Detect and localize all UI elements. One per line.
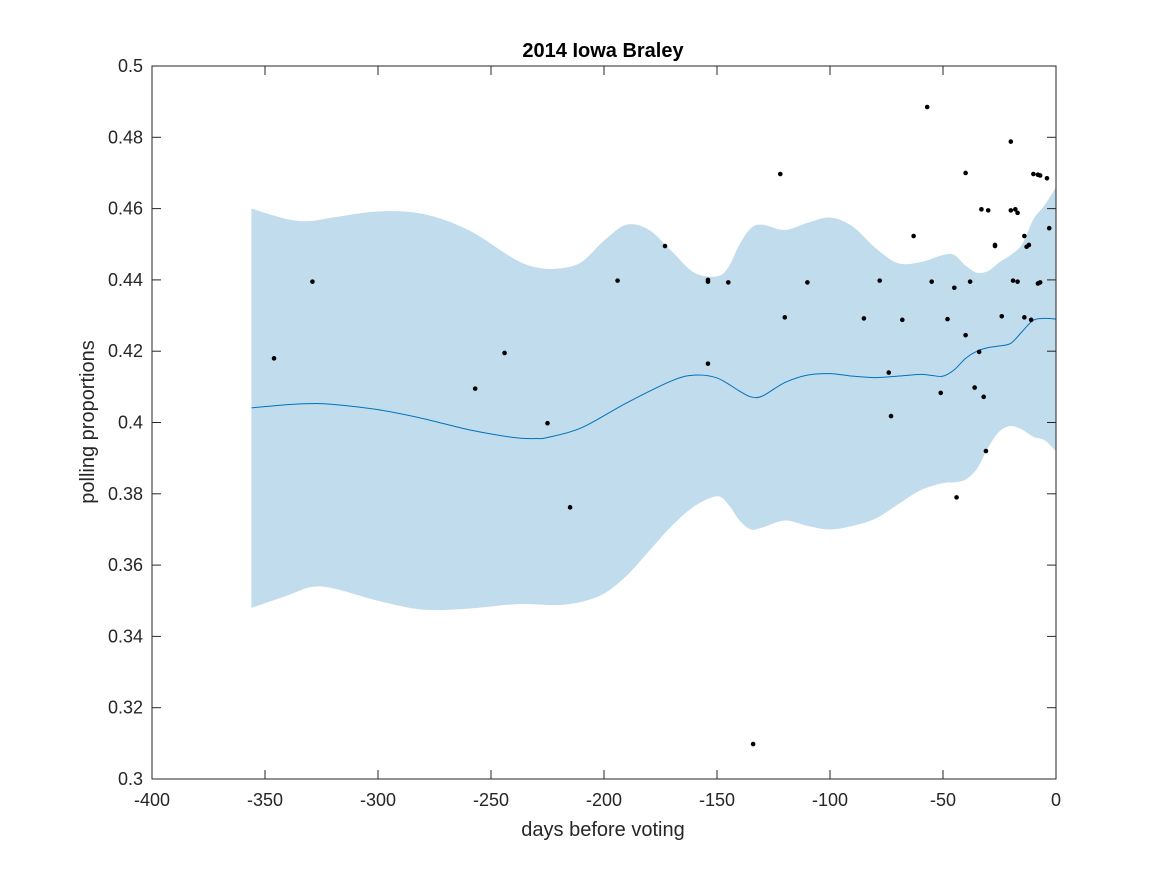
x-axis-label: days before voting [521, 819, 684, 841]
x-axis: -400 -350 -300 -250 -200 -150 -100 -50 0 [134, 66, 1061, 810]
poll-point [805, 280, 810, 285]
x-tick-label: -200 [586, 790, 622, 810]
poll-point [1031, 171, 1036, 177]
y-axis-label: polling proportions [77, 340, 99, 503]
poll-point [983, 448, 989, 454]
poll-point [782, 315, 788, 320]
poll-point [726, 280, 731, 285]
poll-point [1037, 280, 1043, 285]
poll-point [999, 313, 1005, 319]
fitted-trend-line [251, 317, 1057, 440]
poll-point [1037, 173, 1043, 178]
poll-point [938, 390, 944, 396]
poll-point [985, 208, 991, 213]
poll-point [979, 207, 984, 212]
y-axis: 0.3 0.32 0.34 0.36 0.38 0.4 0.42 0.44 0.46 0.48 0.… [108, 56, 1056, 789]
poll-point [861, 316, 867, 321]
y-tick-label: 0.32 [108, 698, 143, 718]
y-tick-label: 0.38 [108, 484, 143, 504]
poll-point [545, 420, 550, 426]
poll-point [952, 285, 957, 291]
y-tick-label: 0.34 [108, 626, 143, 646]
poll-point [310, 279, 315, 284]
y-tick-label: 0.36 [108, 555, 143, 575]
poll-point [1022, 233, 1027, 239]
poll-point [1013, 207, 1018, 212]
poll-point [567, 505, 573, 510]
poll-point [777, 171, 783, 177]
poll-points [271, 104, 1052, 747]
confidence-band [251, 187, 1056, 611]
poll-point [615, 278, 620, 283]
chart-title: 2014 Iowa Braley [522, 40, 684, 62]
poll-point [981, 394, 986, 400]
x-tick-label: -400 [134, 790, 170, 810]
poll-point [992, 242, 998, 248]
y-tick-label: 0.44 [108, 270, 143, 290]
y-tick-label: 0.4 [118, 413, 143, 433]
poll-point [972, 385, 977, 390]
poll-point [911, 233, 916, 239]
poll-point [1010, 278, 1016, 283]
poll-point [929, 279, 934, 284]
x-tick-label: -250 [473, 790, 509, 810]
poll-point [886, 370, 892, 375]
x-tick-label: -300 [360, 790, 396, 810]
poll-point [1026, 242, 1032, 248]
x-tick-label: -100 [812, 790, 848, 810]
poll-point [750, 741, 756, 747]
poll-point [888, 413, 894, 419]
poll-point [954, 495, 959, 500]
poll-point [1008, 208, 1014, 213]
plot-area [251, 104, 1057, 747]
poll-point [705, 361, 711, 366]
poll-point [705, 277, 711, 283]
x-tick-label: 0 [1051, 790, 1061, 810]
x-tick-label: -150 [699, 790, 735, 810]
poll-point [963, 332, 968, 338]
poll-point [967, 279, 973, 284]
poll-point [1044, 175, 1050, 181]
poll-point [877, 278, 883, 283]
poll-point [271, 356, 277, 361]
poll-point [502, 350, 507, 356]
x-tick-label: -50 [930, 790, 956, 810]
poll-point [1015, 279, 1020, 284]
y-tick-label: 0.5 [118, 56, 143, 76]
poll-point [1046, 225, 1052, 231]
poll-point [472, 386, 478, 391]
y-tick-label: 0.3 [118, 769, 143, 789]
poll-point [1028, 317, 1034, 323]
poll-point [662, 243, 668, 249]
x-tick-label: -350 [247, 790, 283, 810]
poll-point [976, 349, 982, 355]
poll-point [963, 170, 968, 176]
poll-point [1022, 315, 1027, 320]
poll-point [945, 316, 950, 322]
poll-point [1015, 210, 1020, 216]
y-tick-label: 0.48 [108, 127, 143, 147]
poll-point [900, 317, 905, 323]
poll-point [924, 104, 930, 110]
y-tick-label: 0.46 [108, 199, 143, 219]
y-tick-label: 0.42 [108, 341, 143, 361]
poll-point [1008, 139, 1014, 144]
